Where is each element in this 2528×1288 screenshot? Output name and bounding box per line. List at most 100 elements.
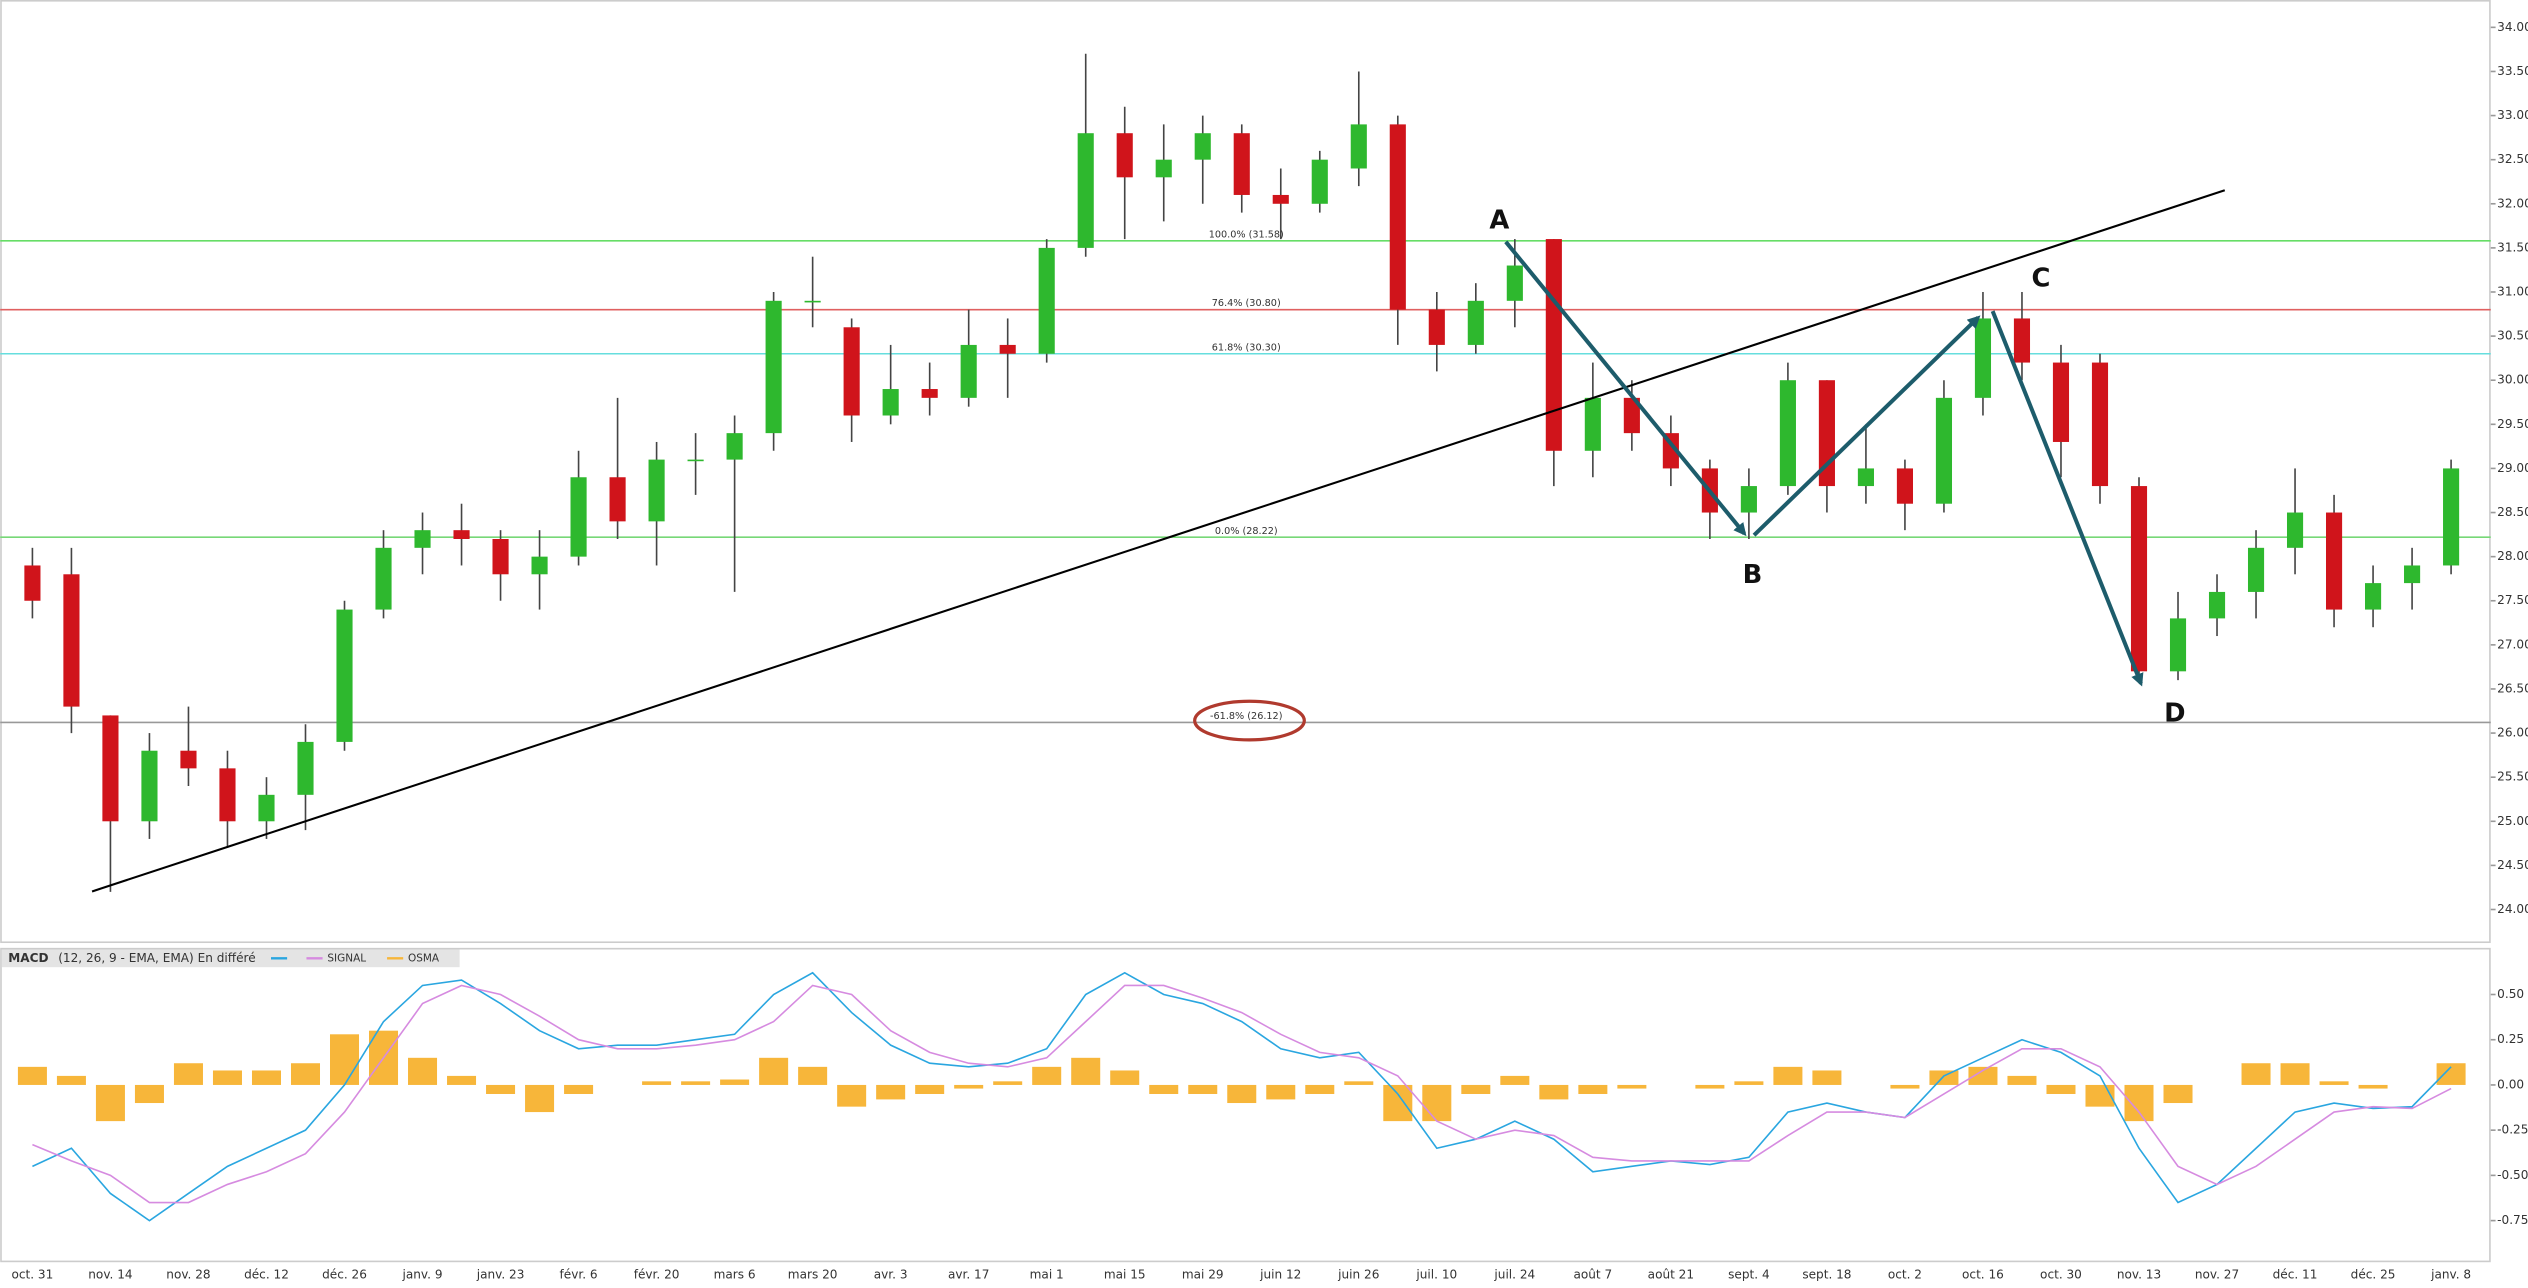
candle-body: [258, 794, 275, 822]
y-tick-label: 24.00: [2497, 902, 2528, 916]
osma-bar: [2007, 1075, 2037, 1085]
y-tick-label: 34.00: [2497, 20, 2528, 34]
y-tick-label: 31.00: [2497, 284, 2528, 298]
candle-body: [1467, 300, 1484, 345]
candle-body: [492, 538, 509, 575]
x-tick-label: oct. 31: [12, 1268, 54, 1282]
x-tick-label: nov. 28: [166, 1268, 210, 1282]
y-tick-label: -0.75: [2497, 1213, 2528, 1227]
osma-bar: [2046, 1084, 2076, 1094]
osma-bar: [56, 1075, 86, 1085]
x-tick-label: août 7: [1573, 1268, 1612, 1282]
osma-bar: [681, 1081, 711, 1085]
x-tick-label: août 21: [1648, 1268, 1694, 1282]
candle-body: [1350, 124, 1367, 169]
osma-bar: [1734, 1081, 1764, 1085]
y-tick-label: 29.50: [2497, 417, 2528, 431]
osma-bar: [1422, 1084, 1452, 1122]
osma-bar: [1344, 1081, 1374, 1085]
macd-header: [1, 949, 460, 968]
candle-body: [375, 547, 392, 610]
osma-bar: [2280, 1063, 2310, 1085]
osma-bar: [1266, 1084, 1296, 1100]
candle-body: [1935, 397, 1953, 504]
candle-body: [999, 344, 1016, 354]
osma-bar: [2436, 1063, 2466, 1085]
x-tick-label: juin 26: [1337, 1268, 1379, 1282]
x-tick-label: nov. 27: [2195, 1268, 2239, 1282]
candle-body: [1506, 265, 1523, 301]
candle-body: [141, 750, 158, 822]
osma-bar: [642, 1081, 672, 1085]
macd-panel: [0, 947, 2491, 1263]
x-tick-label: déc. 11: [2273, 1268, 2318, 1282]
candle-body: [960, 344, 977, 398]
osma-bar: [1812, 1070, 1842, 1085]
trend-line: [91, 189, 2226, 893]
candle-body: [1662, 433, 1679, 469]
x-tick-label: janv. 8: [2430, 1268, 2471, 1282]
y-tick-label: 28.50: [2497, 505, 2528, 519]
x-tick-label: déc. 12: [244, 1268, 289, 1282]
osma-bar: [251, 1070, 281, 1085]
x-tick-label: juil. 10: [1415, 1268, 1457, 1282]
osma-bar: [837, 1084, 867, 1107]
candle-body: [1311, 159, 1328, 204]
x-tick-label: déc. 25: [2351, 1268, 2396, 1282]
candle-body: [882, 389, 899, 416]
y-tick-label: 27.50: [2497, 593, 2528, 607]
osma-bar: [1188, 1084, 1218, 1094]
osma-bar: [993, 1081, 1023, 1085]
candle-body: [1116, 133, 1133, 178]
osma-bar: [95, 1084, 125, 1122]
candle-body: [2443, 468, 2460, 566]
x-tick-label: sept. 4: [1728, 1268, 1770, 1282]
x-tick-label: sept. 18: [1802, 1268, 1851, 1282]
y-tick-label: 25.50: [2497, 770, 2528, 784]
x-tick-label: mars 6: [714, 1268, 756, 1282]
y-tick-label: -0.25: [2497, 1123, 2528, 1137]
candle-body: [102, 715, 119, 822]
osma-bar: [2358, 1084, 2388, 1089]
y-tick-label: 32.50: [2497, 152, 2528, 166]
candle-body: [726, 433, 743, 460]
x-tick-label: déc. 26: [322, 1268, 367, 1282]
wave-label: B: [1743, 560, 1763, 590]
candle-body: [1974, 318, 1992, 398]
candle-body: [1623, 397, 1640, 434]
fib-label: 0.0% (28.22): [1215, 526, 1278, 537]
wave-label: A: [1489, 205, 1509, 235]
y-tick-label: 0.50: [2497, 987, 2524, 1001]
macd-title: MACD: [8, 951, 48, 965]
candle-body: [219, 768, 236, 822]
candle-body: [687, 459, 704, 462]
candle-body: [1545, 239, 1562, 451]
y-tick-label: 24.50: [2497, 858, 2528, 872]
osma-bar: [876, 1084, 906, 1100]
y-tick-label: 25.00: [2497, 814, 2528, 828]
fib-label: 76.4% (30.80): [1212, 298, 1281, 309]
drawings-layer: A B C D: [91, 189, 2226, 893]
osma-bar: [1617, 1084, 1647, 1089]
osma-bar: [329, 1034, 360, 1085]
candle-body: [2013, 318, 2031, 363]
y-tick-label: -0.50: [2497, 1168, 2528, 1182]
osma-bar: [2163, 1084, 2193, 1104]
y-tick-label: 29.00: [2497, 461, 2528, 475]
candle-body: [414, 530, 431, 548]
osma-bar: [720, 1079, 750, 1085]
y-tick-label: 30.50: [2497, 329, 2528, 343]
osma-bar: [1968, 1066, 1998, 1085]
osma-bar: [447, 1075, 477, 1085]
candle-body: [570, 477, 587, 557]
wave-label: D: [2164, 699, 2185, 729]
osma-bar: [486, 1084, 516, 1094]
candle-body: [765, 300, 782, 434]
candle-body: [2365, 583, 2382, 610]
candle-body: [2208, 591, 2226, 619]
wave-arrow: [1990, 310, 2144, 687]
osma-bar: [915, 1084, 945, 1094]
macd-subtitle: (12, 26, 9 - EMA, EMA) En différé: [58, 951, 255, 965]
osma-bar: [1929, 1070, 1959, 1085]
candle-body: [63, 574, 80, 707]
